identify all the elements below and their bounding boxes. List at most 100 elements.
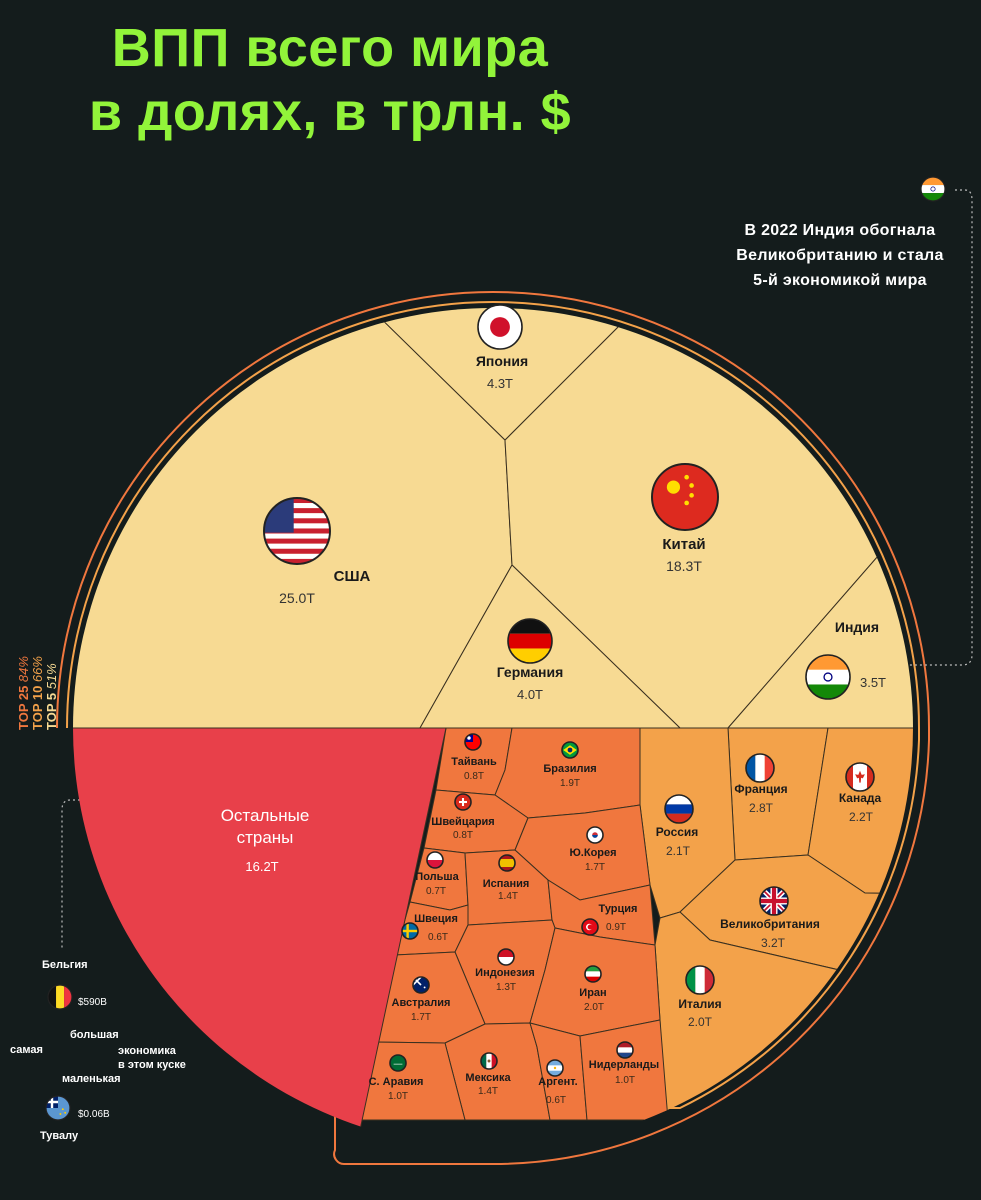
- label-сша: США: [334, 568, 371, 585]
- label-франция: Франция: [734, 782, 787, 796]
- australia-flag-icon: [412, 976, 430, 994]
- netherlands-flag-icon: [616, 1041, 634, 1059]
- top-label-1: TOP 25 84%: [16, 656, 31, 730]
- label-индия: Индия: [835, 619, 879, 635]
- smallest-note-1: самая: [10, 1044, 43, 1056]
- france-flag-icon: [745, 753, 775, 783]
- label-турция: Турция: [599, 903, 638, 915]
- top10-arc: [66, 301, 920, 1109]
- label-бразилия: Бразилия: [543, 763, 596, 775]
- value-великобритания: 3.2T: [761, 936, 786, 950]
- value-китай: 18.3T: [666, 558, 702, 574]
- label-канада: Канада: [839, 791, 882, 805]
- indonesia-flag-icon: [497, 948, 515, 966]
- belgium-flag-icon: [47, 984, 73, 1010]
- label-италия: Италия: [678, 997, 721, 1011]
- label-тайвань: Тайвань: [451, 756, 497, 768]
- brazil-flag-icon: [561, 741, 579, 759]
- label-великобритания: Великобритания: [720, 917, 820, 931]
- india-flag-icon: [805, 654, 851, 700]
- russia-flag-icon: [664, 794, 694, 824]
- india-annotation-line-2: Великобританию и стала: [736, 247, 944, 264]
- tuvalu-flag-icon: [45, 1095, 71, 1121]
- label-иран: Иран: [579, 987, 606, 999]
- label-китай: Китай: [662, 536, 705, 553]
- cell-япония: [361, 308, 641, 441]
- label-япония: Япония: [476, 353, 528, 369]
- value-германия: 4.0T: [517, 687, 543, 702]
- india-annotation-flag-icon: [920, 176, 946, 202]
- value-ю-корея: 1.7T: [585, 862, 605, 873]
- value-австралия: 1.7T: [411, 1012, 431, 1023]
- value-иран: 2.0T: [584, 1002, 604, 1013]
- chart-title-line-2: в долях, в трлн. $: [88, 82, 572, 142]
- largest-note-3: в этом куске: [118, 1059, 186, 1071]
- top-label-3: TOP 5 51%: [44, 663, 59, 730]
- canada-flag-icon: [845, 762, 875, 792]
- label-испания: Испания: [483, 878, 530, 890]
- value-япония: 4.3T: [487, 376, 513, 391]
- value-сша: 25.0T: [279, 590, 315, 606]
- label-швейцария: Швейцария: [431, 816, 494, 828]
- belgium-value: $590B: [78, 997, 107, 1008]
- value-швейцария: 0.8T: [453, 830, 473, 841]
- usa-flag-icon: [263, 497, 331, 565]
- cell-остальные-страны: [73, 727, 447, 1148]
- china-flag-icon: [651, 463, 719, 531]
- others-label-line-2: страны: [237, 828, 294, 847]
- label-австралия: Австралия: [392, 997, 451, 1009]
- argentina-flag-icon: [546, 1059, 564, 1077]
- value-с-аравия: 1.0T: [388, 1091, 408, 1102]
- value-мексика: 1.4T: [478, 1086, 498, 1097]
- smallest-note-2: маленькая: [62, 1073, 121, 1085]
- tuvalu-leader-line: [61, 799, 90, 950]
- top25-arc: [56, 291, 930, 1166]
- mexico-flag-icon: [480, 1052, 498, 1070]
- label-швеция: Швеция: [414, 913, 458, 925]
- value-тайвань: 0.8T: [464, 771, 484, 782]
- label-с-аравия: С. Аравия: [369, 1076, 424, 1088]
- value-канада: 2.2T: [849, 810, 874, 824]
- value-нидерланды: 1.0T: [615, 1075, 635, 1086]
- taiwan-flag-icon: [464, 733, 482, 751]
- value-бразилия: 1.9T: [560, 778, 580, 789]
- tuvalu-value: $0.06B: [78, 1109, 110, 1120]
- value-россия: 2.1T: [666, 844, 691, 858]
- others-label-line-1: Остальные: [221, 806, 310, 825]
- label-нидерланды: Нидерланды: [589, 1059, 659, 1071]
- value-италия: 2.0T: [688, 1015, 713, 1029]
- value-польша: 0.7T: [426, 886, 446, 897]
- saudi-flag-icon: [389, 1054, 407, 1072]
- india-leader-line: [908, 189, 973, 666]
- turkey-flag-icon: [581, 918, 599, 936]
- sweden-flag-icon: [401, 922, 419, 940]
- top-label-2: TOP 10 66%: [30, 656, 45, 730]
- label-германия: Германия: [497, 664, 564, 680]
- label-польша: Польша: [415, 871, 459, 883]
- value-индонезия: 1.3T: [496, 982, 516, 993]
- japan-flag-icon: [477, 304, 523, 350]
- label-россия: Россия: [656, 825, 699, 839]
- switzerland-flag-icon: [454, 793, 472, 811]
- others-value: 16.2T: [245, 859, 278, 874]
- tuvalu-label: Тувалу: [40, 1130, 79, 1142]
- value-швеция: 0.6T: [428, 932, 448, 943]
- india-annotation-line-1: В 2022 Индия обогнала: [744, 222, 936, 239]
- germany-flag-icon: [507, 618, 553, 664]
- value-аргент-: 0.6T: [546, 1095, 566, 1106]
- label-мексика: Мексика: [465, 1072, 511, 1084]
- india-annotation-line-3: 5-й экономикой мира: [753, 272, 927, 289]
- value-индия: 3.5T: [860, 675, 886, 690]
- italy-flag-icon: [685, 965, 715, 995]
- label-индонезия: Индонезия: [475, 967, 535, 979]
- iran-flag-icon: [584, 965, 602, 983]
- india-annotation: В 2022 Индия обогнала Великобританию и с…: [700, 218, 980, 293]
- value-турция: 0.9T: [606, 922, 626, 933]
- label-ю-корея: Ю.Корея: [569, 847, 616, 859]
- poland-flag-icon: [426, 851, 444, 869]
- spain-flag-icon: [498, 854, 516, 872]
- belgium-label: Бельгия: [42, 959, 88, 971]
- label-аргент-: Аргент.: [538, 1076, 577, 1088]
- chart-title-line-1: ВПП всего мира: [111, 18, 549, 78]
